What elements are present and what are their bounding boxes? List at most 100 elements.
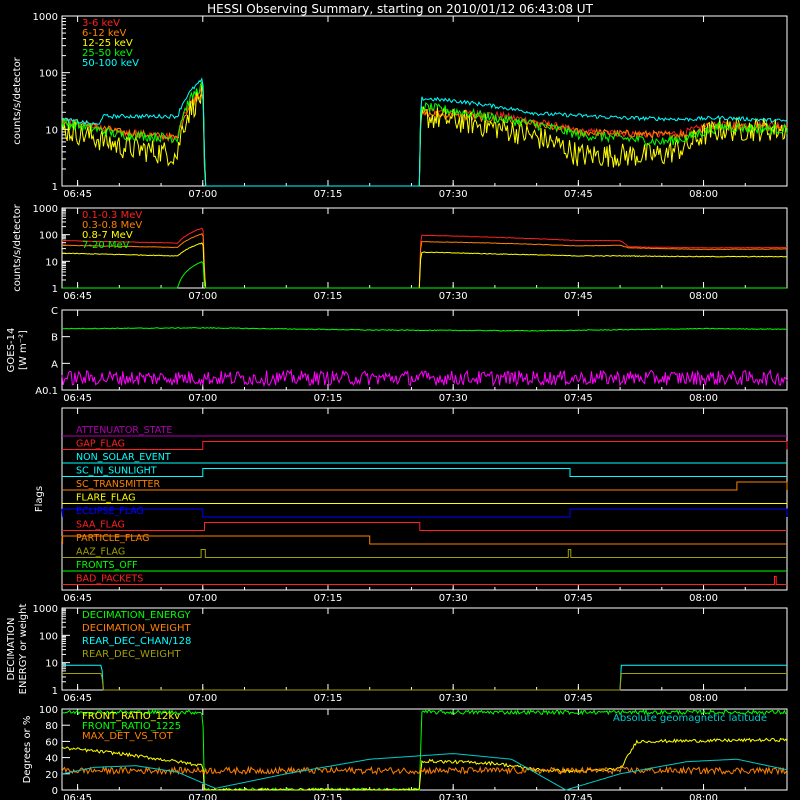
gamma-xtick-label: 07:15 [314,291,343,302]
fronts-series-1 [61,737,788,791]
gamma-ytick-label: 1 [52,284,58,295]
gamma-xtick-label: 08:00 [689,291,718,302]
decimation-xtick-label: 07:45 [564,693,593,704]
flag-line-4 [62,481,788,491]
chart-title: HESSI Observing Summary, starting on 201… [207,2,593,16]
fronts-xtick-label: 07:45 [564,793,593,800]
goes-xtick-label: 07:00 [188,393,217,404]
flag-label-0: ATTENUATOR_STATE [76,425,172,436]
goes-panel: 06:4507:0007:1507:3007:4508:0008:15A0.1A… [6,306,788,404]
goes-frame [61,309,788,391]
decimation-ylabel2: ENERGY or weight [18,604,29,695]
gamma-series-3 [62,261,787,289]
flag-label-11: BAD_PACKETS [76,574,143,585]
flags-ylabel: Flags [34,486,45,512]
decimation-ytick-label: 1 [52,686,58,697]
decimation-legend-2: REAR_DEC_CHAN/128 [82,636,191,647]
gamma-xtick-label: 06:45 [63,291,92,302]
fronts-xtick-label: 08:00 [689,793,718,800]
flag-label-6: ECLIPSE_FLAG [76,506,144,517]
fronts-legend-1: FRONT_RATIO_1225 [82,721,181,732]
decimation-xtick-label: 07:30 [439,693,468,704]
xray-legend-0: 3-6 keV [82,18,120,29]
flag-label-8: PARTICLE_FLAG [76,533,149,544]
goes-xtick-label: 06:45 [63,393,92,404]
xray-ytick-label: 1 [52,182,58,193]
fronts-ytick-label: 0 [52,786,58,797]
fronts-ytick-label: 20 [45,770,58,781]
xray-ylabel: counts/s/detector [12,56,23,144]
fronts-annotation: Absolute geomagnetic latitude [613,713,767,724]
goes-xtick-label: 08:00 [689,393,718,404]
goes-xtick-label: 07:15 [314,393,343,404]
decimation-xtick-label: 08:00 [689,693,718,704]
xray-panel: 06:4507:0007:1507:3007:4508:0008:1511010… [12,12,788,200]
xray-legend-1: 6-12 keV [82,28,126,39]
gamma-legend-2: 0.8-7 MeV [82,230,133,241]
fronts-ylabel: Degrees or % [22,716,33,784]
fronts-series-2 [61,765,788,776]
decimation-legend-3: REAR_DEC_WEIGHT [82,649,181,660]
fronts-legend-0: FRONT_RATIO_12kv [82,711,180,722]
goes-series-1 [61,368,788,388]
flag-label-1: GAP_FLAG [76,439,125,450]
flags-xtick-label: 07:15 [314,593,343,604]
decimation-legend-0: DECIMATION_ENERGY [82,610,191,621]
gamma-legend-0: 0.1-0.3 MeV [82,210,142,221]
fronts-ytick-label: 80 [45,721,58,732]
xray-xtick-label: 07:45 [564,189,593,200]
xray-xtick-label: 07:30 [439,189,468,200]
xray-series-3 [61,80,788,187]
flag-label-10: FRONTS_OFF [76,560,138,571]
flag-line-6 [61,508,788,518]
fronts-legend-2: MAX_DET_VS_TOT [82,731,174,742]
gamma-ylabel: counts/s/detector [12,203,23,291]
goes-ytick-label: A0.1 [35,386,58,397]
xray-legend-3: 25-50 keV [82,48,133,59]
gamma-ytick-label: 10 [45,257,58,268]
goes-ytick-label: C [51,306,58,317]
goes-ytick-label: B [51,333,58,344]
flag-label-5: FLARE_FLAG [76,493,136,504]
xray-xtick-label: 08:00 [689,189,718,200]
flag-label-4: SC_TRANSMITTER [76,479,161,490]
fronts-xtick-label: 07:15 [314,793,343,800]
flag-line-9 [62,549,787,558]
fronts-ytick-label: 100 [39,705,58,716]
goes-series-0 [61,326,787,332]
fronts-panel: 06:4507:0007:1507:3007:4508:0008:1502040… [22,705,788,800]
xray-xtick-label: 07:00 [188,189,217,200]
goes-ytick-label: A [51,359,58,370]
gamma-xtick-label: 07:45 [564,291,593,302]
gamma-series-2 [61,242,788,289]
xray-legend-4: 50-100 keV [82,58,139,69]
xray-xtick-label: 07:15 [314,189,343,200]
fronts-series-3 [61,753,788,791]
flags-xtick-label: 07:00 [188,593,217,604]
gamma-series-0 [61,227,787,289]
gamma-xtick-label: 07:00 [188,291,217,302]
xray-series-4 [61,77,788,187]
decimation-ylabel: DECIMATION [6,617,17,680]
gamma-ytick-label: 100 [39,231,58,242]
decimation-xtick-label: 07:15 [314,693,343,704]
flag-label-7: SAA_FLAG [76,520,125,531]
flags-xtick-label: 07:45 [564,593,593,604]
xray-ytick-label: 1000 [33,12,58,23]
goes-ylabel: GOES-14 [6,328,17,373]
flag-line-8 [61,535,787,545]
flag-label-2: NON_SOLAR_EVENT [76,452,171,463]
decimation-ytick-label: 10 [45,659,58,670]
gamma-legend-1: 0.3-0.8 MeV [82,220,142,231]
decimation-xtick-label: 07:00 [188,693,217,704]
decimation-series-1 [62,673,787,691]
gamma-ytick-label: 1000 [33,204,58,215]
flag-line-7 [62,522,787,531]
fronts-ytick-label: 60 [45,737,58,748]
flag-line-3 [62,468,787,477]
xray-ytick-label: 100 [39,69,58,80]
gamma-legend-3: 7-20 MeV [82,240,130,251]
fronts-frame [61,708,788,791]
goes-ylabel2: [W m⁻²] [18,330,29,370]
fronts-xtick-label: 06:45 [63,793,92,800]
